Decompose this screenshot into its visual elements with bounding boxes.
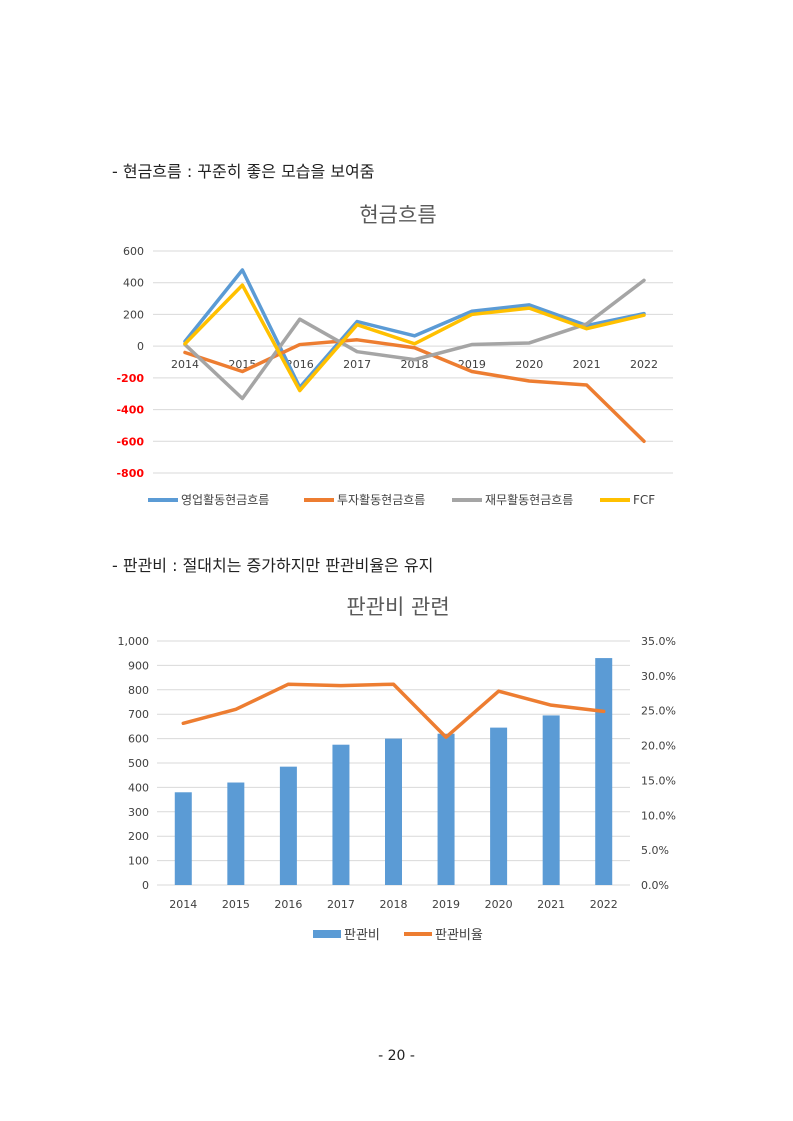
bar: [542, 715, 560, 885]
legend-label: 재무활동현금흐름: [485, 493, 573, 507]
y2-tick-label: 25.0%: [641, 705, 676, 718]
y-tick-label: 500: [128, 757, 149, 770]
page-number: - 20 -: [378, 1048, 415, 1064]
y-tick-label: 0: [142, 879, 149, 892]
bar: [437, 733, 455, 885]
y2-tick-label: 10.0%: [641, 809, 676, 822]
bar: [595, 658, 613, 885]
x-tick-label: 2022: [630, 358, 658, 371]
y-tick-label: 400: [123, 277, 144, 290]
x-tick-label: 2021: [537, 898, 565, 911]
y-tick-label: 0: [137, 340, 144, 353]
y-tick-label: 200: [123, 308, 144, 321]
series-line: [181, 682, 606, 739]
x-tick-label: 2015: [222, 898, 250, 911]
sga-chart: 판관비 관련 1,000 900 800 700 600 500 400 300 200 100 0…: [118, 595, 676, 943]
y2-tick-label: 15.0%: [641, 774, 676, 787]
bar: [279, 766, 297, 885]
bar: [490, 727, 508, 885]
y-tick-label: 700: [128, 708, 149, 721]
chart-title: 판관비 관련: [346, 595, 449, 619]
y-tick-label: -200: [116, 372, 144, 385]
chart-title: 현금흐름: [359, 203, 436, 227]
y-tick-label: 900: [128, 659, 149, 672]
x-tick-label: 2017: [343, 358, 371, 371]
y-tick-label: 200: [128, 830, 149, 843]
y-tick-label: -400: [116, 404, 144, 417]
legend-label: 판관비율: [435, 928, 483, 943]
x-tick-label: 2020: [515, 358, 543, 371]
y-tick-label: 100: [128, 855, 149, 868]
y-tick-label: -800: [116, 467, 144, 480]
legend-label: 판관비: [344, 928, 380, 943]
series-line: [183, 278, 646, 401]
y-tick-label: 600: [123, 245, 144, 258]
legend-swatch: [313, 930, 341, 938]
y2-tick-label: 5.0%: [641, 844, 669, 857]
legend-label: 영업활동현금흐름: [181, 493, 269, 507]
x-tick-label: 2022: [590, 898, 618, 911]
x-tick-label: 2017: [327, 898, 355, 911]
bar: [227, 782, 245, 885]
x-tick-label: 2021: [573, 358, 601, 371]
x-tick-label: 2018: [380, 898, 408, 911]
y2-tick-label: 30.0%: [641, 670, 676, 683]
x-tick-label: 2019: [432, 898, 460, 911]
x-tick-label: 2014: [171, 358, 199, 371]
y-tick-label: 400: [128, 781, 149, 794]
x-tick-label: 2014: [169, 898, 197, 911]
bar: [332, 744, 350, 885]
y-tick-label: 300: [128, 806, 149, 819]
x-tick-label: 2016: [274, 898, 302, 911]
bar: [174, 792, 192, 885]
legend-label: 투자활동현금흐름: [337, 493, 425, 507]
legend-label: FCF: [633, 493, 655, 507]
x-tick-label: 2018: [401, 358, 429, 371]
y2-tick-label: 20.0%: [641, 740, 676, 753]
series-line: [183, 283, 646, 393]
x-tick-label: 2016: [286, 358, 314, 371]
series-line: [183, 338, 646, 444]
section-heading-cashflow: - 현금흐름 : 꾸준히 좋은 모습을 보여줌: [112, 162, 375, 181]
y-tick-label: 600: [128, 733, 149, 746]
y-tick-label: 800: [128, 684, 149, 697]
y2-tick-label: 0.0%: [641, 879, 669, 892]
y-tick-label: 1,000: [118, 635, 150, 648]
bar: [385, 738, 402, 885]
y2-tick-label: 35.0%: [641, 635, 676, 648]
section-heading-sga: - 판관비 : 절대치는 증가하지만 판관비율은 유지: [112, 556, 434, 575]
y-tick-label: -600: [116, 435, 144, 448]
x-tick-label: 2020: [485, 898, 513, 911]
